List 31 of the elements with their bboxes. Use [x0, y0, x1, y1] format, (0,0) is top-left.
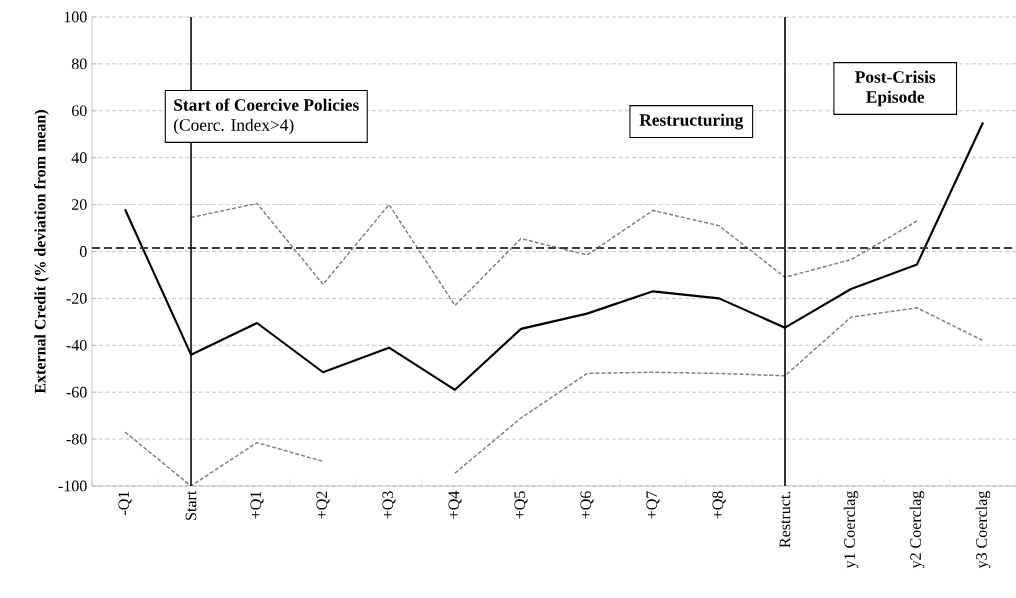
x-tick-label: -Q1: [118, 491, 132, 515]
x-tick-label: Start: [185, 490, 197, 520]
y-axis-title: External Credit (% deviation from mean): [34, 110, 49, 394]
y-tick-label: -40: [66, 339, 87, 351]
x-tick-label: +Q8: [712, 491, 726, 519]
y-tick-label: -60: [66, 386, 87, 398]
x-tick-label: y2 Coerclag: [909, 490, 925, 569]
y-tick-label: 40: [71, 152, 87, 164]
y-tick-label: 20: [72, 199, 87, 210]
x-tick-label: +Q5: [514, 491, 528, 519]
annotation: (Coerc. Index>4): [174, 118, 294, 135]
x-tick-label: +Q7: [646, 491, 660, 519]
annotation: Restructuring: [639, 113, 744, 130]
y-tick-label: -80: [66, 433, 87, 445]
y-tick-label: -100: [58, 480, 87, 492]
y-tick-label: -20: [66, 292, 87, 304]
annotation: Post-Crisis Episode: [855, 70, 936, 107]
line-series: [190, 202, 918, 307]
x-tick-label: Restruct.: [779, 491, 791, 548]
x-tick-label: +Q1: [250, 491, 264, 519]
y-tick-label: 100: [64, 11, 87, 23]
y-tick-label: 60: [71, 105, 87, 117]
x-tick-label: +Q4: [448, 490, 462, 519]
y-tick-label: 0: [79, 246, 87, 257]
x-tick-label: y1 Coerclag: [843, 490, 859, 569]
x-tick-label: +Q6: [580, 491, 594, 519]
y-tick-label: 80: [71, 58, 87, 70]
x-tick-label: +Q3: [382, 491, 396, 519]
annotation: Start of Coercive Policies: [174, 98, 359, 111]
x-tick-label: y3 Coerclag: [975, 490, 991, 569]
x-tick-label: +Q2: [316, 491, 330, 519]
